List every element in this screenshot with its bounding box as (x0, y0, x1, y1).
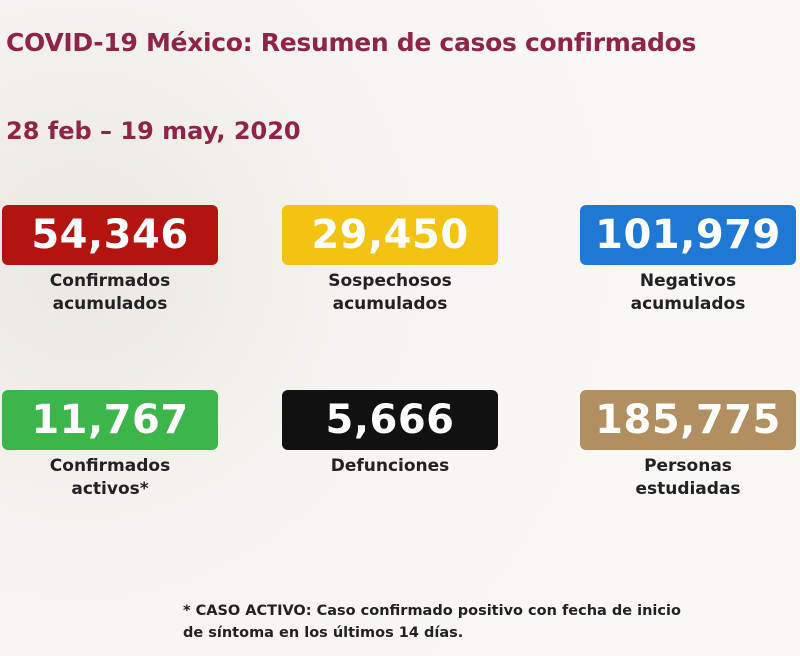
label-line: Sospechosos (328, 271, 452, 291)
stat-card: 5,666 Defunciones (282, 390, 498, 478)
stat-value: 5,666 (282, 390, 498, 450)
title: COVID-19 México: Resumen de casos confir… (6, 28, 697, 57)
label-line: Negativos (639, 271, 737, 291)
label-line: Confirmados (49, 271, 171, 291)
stat-card: 11,767 Confirmados activos* (2, 390, 218, 501)
label-line: Confirmados (49, 456, 171, 476)
stat-value: 11,767 (2, 390, 218, 450)
label-line: estudiadas (635, 479, 741, 499)
stat-label: Personas estudiadas (580, 455, 796, 501)
stat-card: 185,775 Personas estudiadas (580, 390, 796, 501)
stat-label: Defunciones (282, 455, 498, 478)
label-line: acumulados (630, 294, 746, 314)
stat-label: Confirmados activos* (2, 455, 218, 501)
stat-card: 29,450 Sospechosos acumulados (282, 205, 498, 316)
footnote: * CASO ACTIVO: Caso confirmado positivo … (183, 600, 681, 644)
label-line: activos* (71, 479, 149, 499)
stat-value: 29,450 (282, 205, 498, 265)
footnote-line: * CASO ACTIVO: Caso confirmado positivo … (183, 603, 681, 619)
stat-label: Sospechosos acumulados (282, 270, 498, 316)
stat-label: Confirmados acumulados (2, 270, 218, 316)
label-line: Defunciones (330, 456, 450, 476)
footnote-line: de síntoma en los últimos 14 días. (183, 625, 464, 641)
stat-value: 101,979 (580, 205, 796, 265)
stat-label: Negativos acumulados (580, 270, 796, 316)
stat-value: 54,346 (2, 205, 218, 265)
stat-card: 54,346 Confirmados acumulados (2, 205, 218, 316)
date: 28 feb – 19 may, 2020 (6, 117, 301, 145)
label-line: acumulados (332, 294, 448, 314)
label-line: Personas (644, 456, 732, 476)
stat-value: 185,775 (580, 390, 796, 450)
stat-card: 101,979 Negativos acumulados (580, 205, 796, 316)
label-line: acumulados (52, 294, 168, 314)
